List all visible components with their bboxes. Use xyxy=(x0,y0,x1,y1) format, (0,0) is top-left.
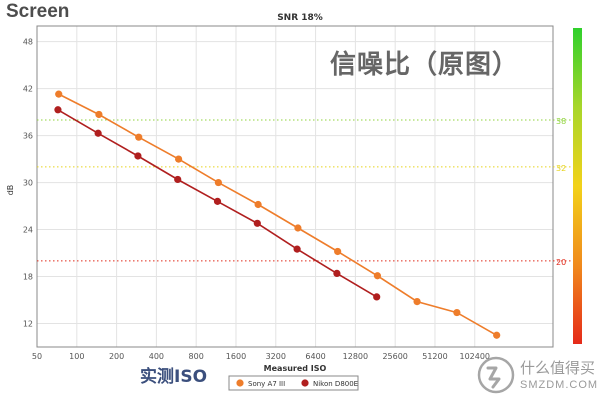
data-point-sony xyxy=(214,178,223,187)
x-tick-label: 800 xyxy=(189,352,204,361)
data-point-sony xyxy=(294,224,302,232)
data-point-nikon xyxy=(373,293,381,301)
y-axis-label: dB xyxy=(6,185,15,196)
plot-border xyxy=(36,25,554,348)
legend-marker xyxy=(236,379,244,387)
y-tick-label: 12 xyxy=(23,320,33,329)
reference-label: 32 xyxy=(556,164,566,173)
y-tick-label: 36 xyxy=(23,132,33,141)
data-point-sony xyxy=(95,110,103,119)
chart-title: SNR 18% xyxy=(277,13,323,23)
screen-tab-label[interactable]: Screen xyxy=(6,1,70,22)
overlay-title: 信噪比（原图） xyxy=(330,50,520,80)
x-tick-label: 25600 xyxy=(382,352,407,361)
data-point-nikon xyxy=(94,129,102,137)
x-tick-label: 200 xyxy=(109,352,124,361)
data-point-nikon xyxy=(333,269,341,278)
smzdm-watermark: 什么值得买 SMZDM.COM xyxy=(476,355,599,397)
legend-label: Nikon D800E xyxy=(313,380,358,388)
x-tick-label: 100 xyxy=(69,352,84,361)
legend-marker xyxy=(301,379,309,387)
data-point-sony xyxy=(453,308,461,317)
data-point-nikon xyxy=(134,152,142,160)
data-point-sony xyxy=(135,133,143,141)
x-tick-label: 6400 xyxy=(305,352,325,361)
legend-box xyxy=(228,375,359,391)
y-tick-label: 24 xyxy=(23,226,33,235)
data-point-nikon xyxy=(293,245,301,253)
y-tick-label: 18 xyxy=(23,273,33,282)
measured-iso-note: 实测ISO xyxy=(140,367,208,387)
data-point-nikon xyxy=(174,175,182,184)
legend-label: Sony A7 III xyxy=(248,380,285,388)
x-tick-label: 3200 xyxy=(266,352,286,361)
y-tick-label: 30 xyxy=(23,179,33,188)
data-point-sony xyxy=(55,90,63,98)
watermark-sub-text: SMZDM.COM xyxy=(520,379,599,391)
y-tick-label: 42 xyxy=(23,85,33,94)
data-point-sony xyxy=(175,155,183,163)
data-point-sony xyxy=(493,331,501,339)
x-tick-label: 51200 xyxy=(422,352,447,361)
data-point-nikon xyxy=(253,219,261,227)
data-point-sony xyxy=(254,200,262,209)
data-point-sony xyxy=(413,297,421,306)
data-point-nikon xyxy=(213,197,222,205)
reference-label: 20 xyxy=(556,258,566,267)
x-tick-label: 102400 xyxy=(459,352,490,361)
data-point-nikon xyxy=(54,106,62,114)
reference-label: 38 xyxy=(556,117,566,126)
data-point-sony xyxy=(334,247,342,256)
x-tick-label: 1600 xyxy=(226,352,246,361)
x-axis-label: Measured ISO xyxy=(264,364,327,373)
watermark-main-text: 什么值得买 xyxy=(520,359,596,377)
x-tick-label: 50 xyxy=(32,352,42,361)
smzdm-logo-icon xyxy=(477,356,515,394)
color-scale-bar xyxy=(573,28,582,344)
x-tick-label: 400 xyxy=(149,352,164,361)
plot-area xyxy=(37,26,553,347)
series-line-sony xyxy=(58,93,498,336)
x-tick-label: 12800 xyxy=(343,352,368,361)
data-point-sony xyxy=(373,272,382,280)
y-tick-label: 48 xyxy=(23,38,33,47)
